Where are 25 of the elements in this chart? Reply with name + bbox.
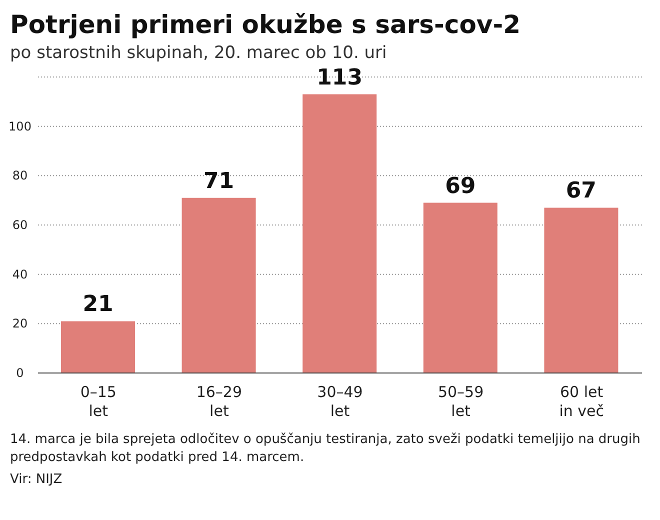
chart-subtitle: po starostnih skupinah, 20. marec ob 10. uri: [9, 43, 388, 63]
y-tick-label: 80: [12, 168, 28, 183]
bar: [61, 321, 135, 373]
text: 14. marca je bila sprejeta odločitev o opuščanju testiranja, zato sveži podatki temeljijo na drugih predpostavkah kot podatki pred 14. marcem.: [10, 431, 642, 467]
x-tick-label: 16–29 let: [196, 383, 242, 420]
x-tick-label: 50–59 let: [438, 383, 484, 420]
text: Vir: NIJZ: [10, 471, 64, 489]
data-label: 67: [566, 178, 597, 204]
chart-title: Potrjeni primeri okužbe s sars-cov-2: [9, 9, 522, 39]
x-tick-label: 0–15 let: [80, 383, 116, 420]
x-tick-label: 30–49 let: [317, 383, 363, 420]
bar: [182, 198, 256, 373]
data-label: 69: [445, 174, 476, 199]
x-tick-label: 60 let in več: [559, 383, 604, 420]
data-label: 21: [82, 292, 114, 318]
data-label: 113: [316, 65, 363, 90]
y-tick-label: 40: [12, 267, 28, 282]
bar: [302, 94, 377, 373]
y-tick-label: 60: [12, 218, 28, 232]
y-tick-label: 20: [12, 316, 28, 331]
y-tick-label: 0: [16, 366, 24, 380]
bar: [544, 208, 618, 373]
bar: [423, 202, 498, 373]
y-tick-label: 100: [8, 119, 32, 134]
data-label: 71: [203, 168, 234, 194]
